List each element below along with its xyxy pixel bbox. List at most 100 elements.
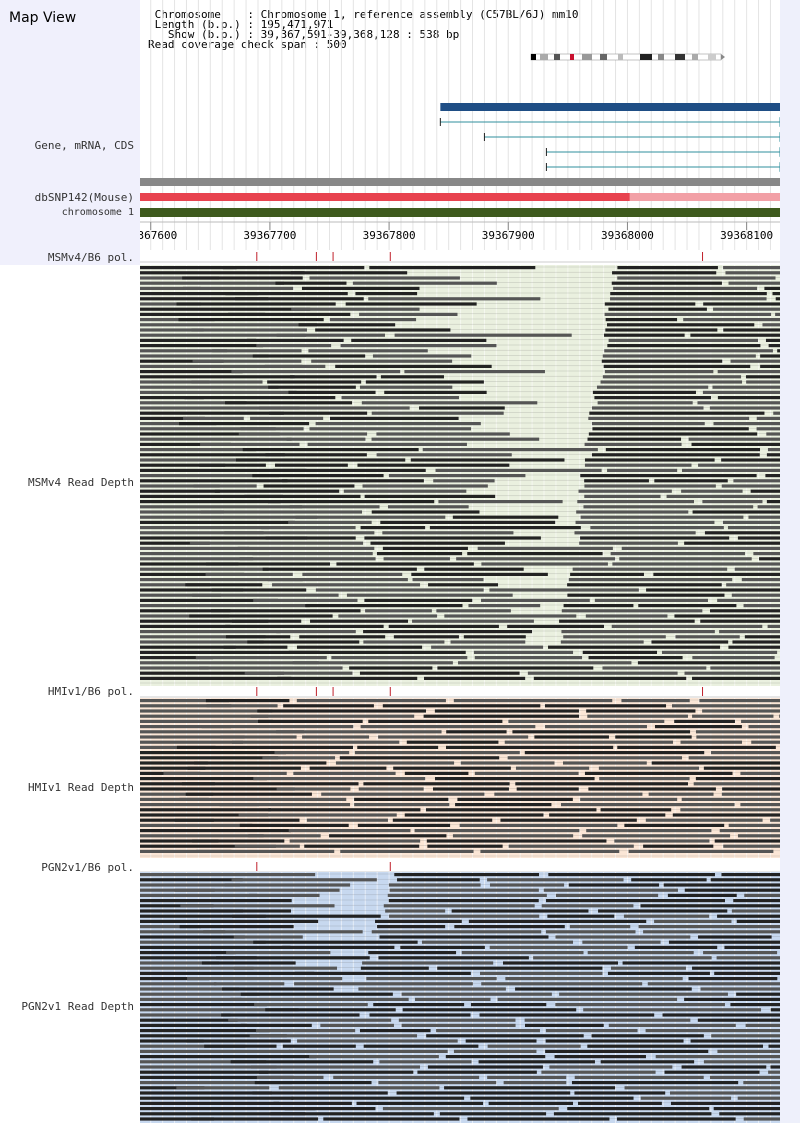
read <box>140 572 245 576</box>
read <box>740 771 800 775</box>
chromosome-track-label: chromosome 1 <box>61 207 134 218</box>
read <box>516 787 579 791</box>
read <box>140 725 232 729</box>
read <box>465 1039 537 1043</box>
read <box>140 735 245 739</box>
read <box>309 276 460 280</box>
read <box>412 619 534 623</box>
read <box>756 416 800 420</box>
read <box>240 1023 312 1027</box>
read <box>181 782 359 786</box>
read <box>288 829 411 833</box>
read <box>426 1034 584 1038</box>
read <box>140 609 231 613</box>
read <box>140 1117 215 1121</box>
read <box>235 297 364 301</box>
read <box>576 510 689 514</box>
read <box>176 302 336 306</box>
read <box>257 709 427 713</box>
read <box>140 604 310 608</box>
read <box>282 1044 356 1048</box>
read <box>335 364 492 368</box>
read <box>668 940 800 944</box>
read <box>745 375 800 379</box>
read <box>140 271 305 275</box>
read <box>292 661 453 665</box>
read <box>140 987 240 991</box>
read <box>273 1101 352 1105</box>
read <box>382 531 514 535</box>
read <box>230 1060 374 1064</box>
read <box>704 531 793 535</box>
read <box>457 797 573 801</box>
read <box>507 624 604 628</box>
read <box>637 661 800 665</box>
read <box>731 909 800 913</box>
read <box>599 777 690 781</box>
read <box>607 468 678 472</box>
read <box>515 766 590 770</box>
read <box>610 966 686 970</box>
read <box>759 557 800 561</box>
read <box>638 925 800 929</box>
track-canvas[interactable]: 39367600 39367700 39367800 39367900 39368000… <box>124 0 800 1123</box>
read <box>140 1096 294 1100</box>
read <box>140 411 284 415</box>
read <box>263 484 355 488</box>
read <box>545 1039 684 1043</box>
read <box>291 1096 465 1100</box>
read <box>140 914 266 918</box>
read <box>140 583 211 587</box>
read <box>614 839 710 843</box>
read <box>365 609 432 613</box>
read <box>580 536 730 540</box>
read <box>288 390 376 394</box>
read <box>503 961 618 965</box>
read <box>140 474 280 478</box>
read <box>380 375 444 379</box>
read <box>588 787 716 791</box>
read <box>293 771 396 775</box>
read <box>590 526 724 530</box>
read <box>598 766 700 770</box>
read <box>140 782 215 786</box>
read <box>140 1023 247 1027</box>
read <box>256 344 332 348</box>
ruler-tick-label: 39367900 <box>482 229 535 242</box>
read <box>140 333 307 337</box>
read <box>140 977 210 981</box>
read <box>412 578 484 582</box>
read <box>195 656 327 660</box>
read <box>600 380 743 384</box>
read <box>745 1023 800 1027</box>
read <box>140 956 257 960</box>
read <box>721 458 792 462</box>
read <box>424 567 524 571</box>
chromosome-ideogram[interactable] <box>530 53 725 61</box>
read <box>604 333 685 337</box>
read <box>651 761 800 765</box>
read <box>205 699 290 703</box>
read <box>717 396 800 400</box>
read <box>393 635 459 639</box>
read <box>140 1018 238 1022</box>
read <box>221 1013 360 1017</box>
scrollbar[interactable] <box>780 0 800 1123</box>
read <box>252 552 373 556</box>
read <box>608 1023 736 1027</box>
read <box>140 940 266 944</box>
read <box>200 442 300 446</box>
read <box>748 515 800 519</box>
read <box>681 489 743 493</box>
read <box>690 333 800 337</box>
read <box>645 818 763 822</box>
read <box>571 1081 739 1085</box>
read <box>445 1055 546 1059</box>
read <box>140 1008 299 1012</box>
read <box>140 1060 267 1064</box>
read <box>277 676 418 680</box>
read <box>723 266 800 270</box>
read <box>422 448 598 452</box>
read <box>268 385 356 389</box>
read <box>179 925 294 929</box>
